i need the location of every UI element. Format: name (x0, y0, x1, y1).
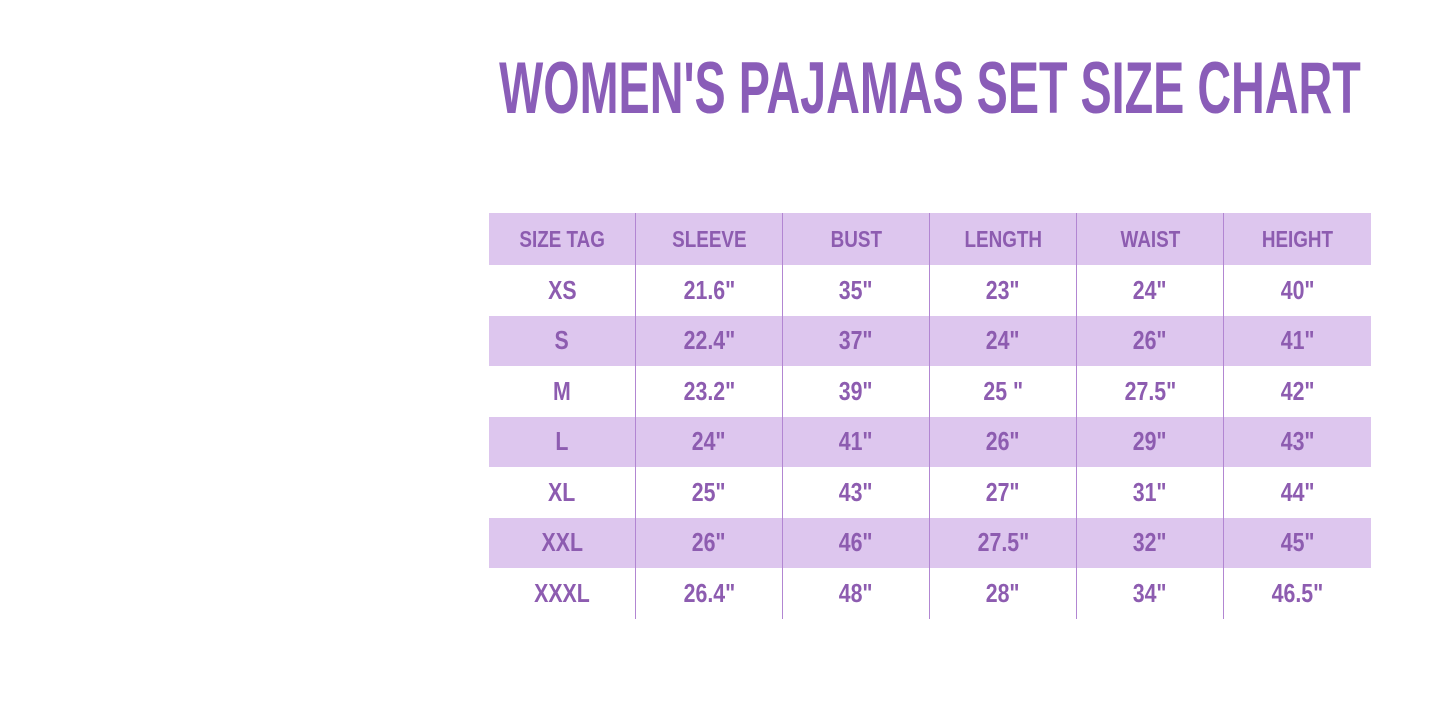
table-cell: 43" (783, 467, 930, 518)
table-cell: 22.4" (636, 315, 783, 366)
table-cell: 21.6" (636, 265, 783, 316)
table-cell: 42" (1280, 375, 1315, 406)
table-cell: 25" (636, 467, 783, 518)
table-cell: 26" (636, 517, 783, 568)
table-cell: 23" (930, 265, 1077, 316)
table-cell: 37" (783, 315, 930, 366)
table-cell: 45" (1280, 527, 1315, 558)
table-cell: 27.5" (1077, 366, 1224, 417)
table-cell: 46.5" (1271, 577, 1324, 608)
table-row: L 24" 41" 26" 29" 43" (489, 416, 1371, 467)
table-cell: 48" (783, 568, 930, 619)
table-cell: 24" (930, 315, 1077, 366)
table-cell: 23.2" (636, 366, 783, 417)
table-cell: 27" (930, 467, 1077, 518)
table-cell: 25 " (930, 366, 1077, 417)
row-size-label: L (489, 416, 636, 467)
table-cell: 32" (1077, 517, 1224, 568)
table-row: XS 21.6" 35" 23" 24" 40" (489, 265, 1371, 316)
table-cell: 35" (783, 265, 930, 316)
table-cell: 41" (783, 416, 930, 467)
table-cell: 26.4" (636, 568, 783, 619)
column-header: BUST (783, 213, 930, 265)
row-size-label: M (489, 366, 636, 417)
table-cell: 44" (1280, 476, 1315, 507)
column-header: SIZE TAG (489, 213, 636, 265)
table-cell: 29" (1077, 416, 1224, 467)
table-cell: 27.5" (930, 517, 1077, 568)
table-row: XL 25" 43" 27" 31" 44" (489, 467, 1371, 518)
row-size-label: S (489, 315, 636, 366)
column-header: SLEEVE (636, 213, 783, 265)
table-cell: 46" (783, 517, 930, 568)
column-header: HEIGHT (1261, 225, 1334, 252)
row-size-label: XXL (489, 517, 636, 568)
size-chart-table: SIZE TAG SLEEVE BUST LENGTH WAIST HEIGHT XS 21… (489, 213, 1371, 619)
table-body: XS 21.6" 35" 23" 24" 40" S 22.4" 37" 24" 26" 41" M 23… (489, 265, 1371, 619)
row-size-label: XL (489, 467, 636, 518)
table-cell: 24" (636, 416, 783, 467)
row-size-label: XS (489, 265, 636, 316)
table-row: XXXL 26.4" 48" 28" 34" 46.5" (489, 568, 1371, 619)
table-cell: 26" (930, 416, 1077, 467)
table-row: S 22.4" 37" 24" 26" 41" (489, 315, 1371, 366)
table-row: M 23.2" 39" 25 " 27.5" 42" (489, 366, 1371, 417)
column-header: LENGTH (930, 213, 1077, 265)
table-header-row: SIZE TAG SLEEVE BUST LENGTH WAIST HEIGHT (489, 213, 1371, 265)
table-cell: 41" (1280, 325, 1315, 356)
column-header: WAIST (1077, 213, 1224, 265)
page-title: WOMEN'S PAJAMAS SET SIZE CHART (499, 48, 1361, 129)
table-cell: 40" (1280, 274, 1315, 305)
table-cell: 34" (1077, 568, 1224, 619)
table-cell: 39" (783, 366, 930, 417)
table-cell: 28" (930, 568, 1077, 619)
row-size-label: XXXL (489, 568, 636, 619)
table-cell: 31" (1077, 467, 1224, 518)
table-cell: 24" (1077, 265, 1224, 316)
table-row: XXL 26" 46" 27.5" 32" 45" (489, 517, 1371, 568)
table-cell: 43" (1280, 426, 1315, 457)
table-cell: 26" (1077, 315, 1224, 366)
